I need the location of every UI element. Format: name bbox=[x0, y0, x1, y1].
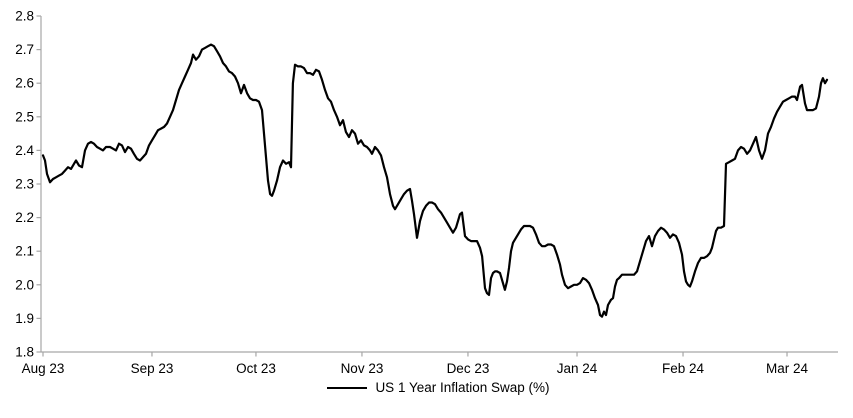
y-tick-label: 2.7 bbox=[15, 42, 34, 57]
y-tick-label: 2.4 bbox=[15, 143, 34, 158]
y-tick-label: 2.8 bbox=[15, 9, 34, 24]
x-tick-label: Jan 24 bbox=[557, 361, 598, 376]
y-tick-label: 2.3 bbox=[15, 177, 34, 192]
y-tick-label: 2.1 bbox=[15, 244, 34, 259]
x-tick-label: Oct 23 bbox=[236, 361, 276, 376]
chart-legend: US 1 Year Inflation Swap (%) bbox=[12, 380, 853, 395]
x-tick-label: Mar 24 bbox=[766, 361, 809, 376]
y-tick-label: 1.8 bbox=[15, 345, 34, 360]
y-tick-label: 2.2 bbox=[15, 210, 34, 225]
y-tick-label: 2.5 bbox=[15, 109, 34, 124]
x-tick-label: Nov 23 bbox=[341, 361, 384, 376]
x-tick-label: Dec 23 bbox=[447, 361, 490, 376]
y-tick-label: 2.6 bbox=[15, 76, 34, 91]
x-tick-label: Aug 23 bbox=[22, 361, 65, 376]
legend-line-sample bbox=[327, 386, 368, 389]
y-tick-label: 2.0 bbox=[15, 277, 34, 292]
inflation-swap-series-line bbox=[41, 43, 829, 318]
x-tick-label: Sep 23 bbox=[131, 361, 174, 376]
legend-label: US 1 Year Inflation Swap (%) bbox=[375, 380, 550, 395]
x-tick-label: Feb 24 bbox=[662, 361, 705, 376]
y-tick-label: 1.9 bbox=[15, 311, 34, 326]
